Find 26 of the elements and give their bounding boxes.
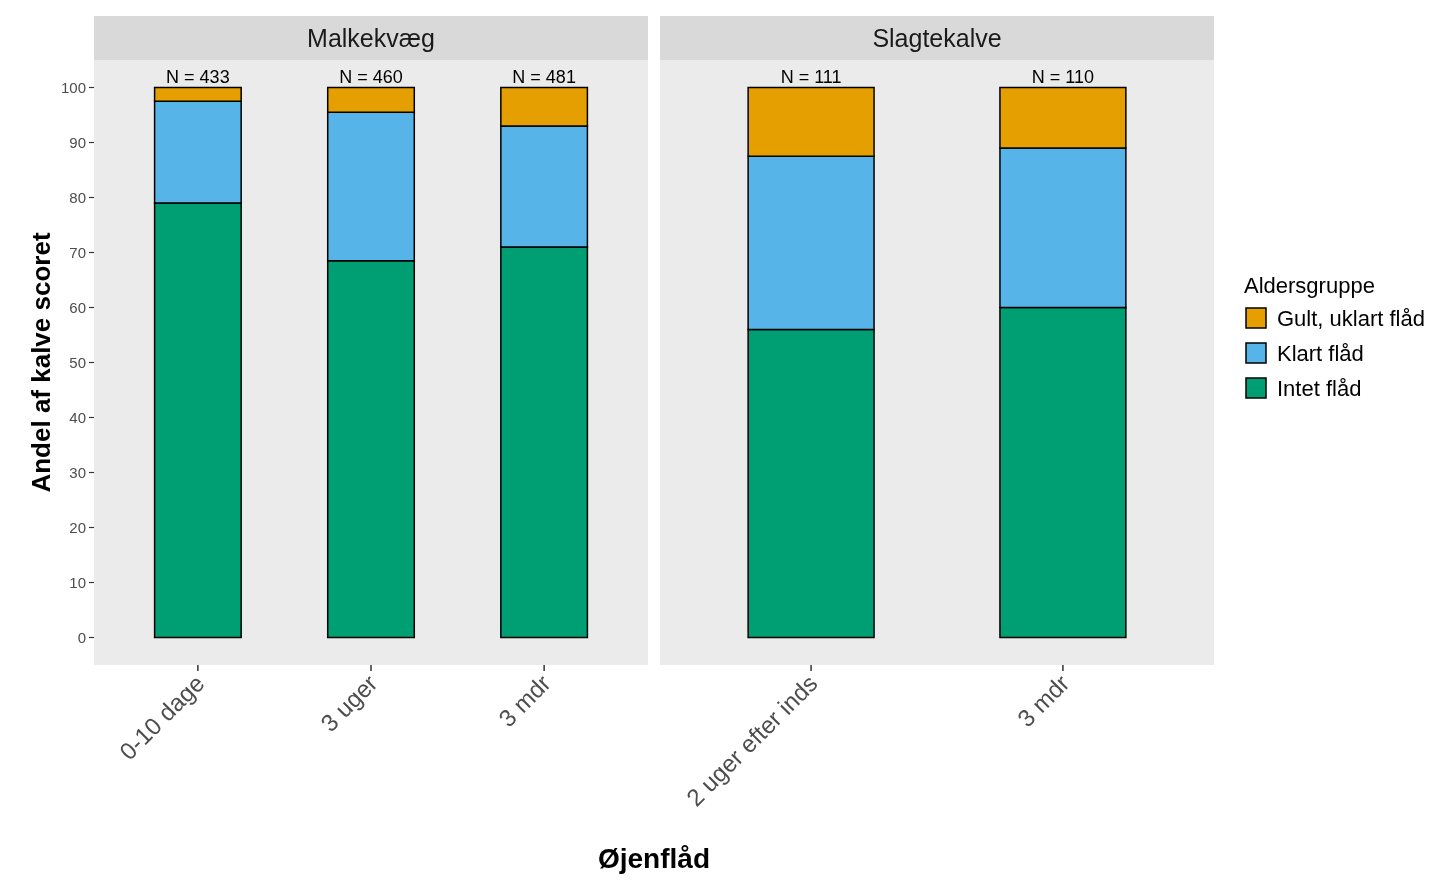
y-tick-label: 20 xyxy=(69,518,86,536)
y-axis-title: Andel af kalve scoret xyxy=(26,232,56,493)
legend-label: Klart flåd xyxy=(1277,341,1364,366)
y-tick-label: 100 xyxy=(60,78,86,96)
x-axis-title: Øjenflåd xyxy=(597,843,711,874)
y-tick-label: 0 xyxy=(77,628,86,646)
y-tick-label: 90 xyxy=(69,133,86,151)
chart-title: Slagtekalve xyxy=(872,24,1002,52)
y-tick-label: 10 xyxy=(69,573,86,591)
y-tick-label: 50 xyxy=(69,353,86,371)
annotation: N = 111 xyxy=(780,66,842,87)
x-tick-label: 3 mdr xyxy=(493,669,556,732)
y-tick-label: 40 xyxy=(69,408,86,426)
y-tick-label: 30 xyxy=(69,463,86,481)
legend-label: Gult, uklart flåd xyxy=(1277,306,1425,331)
x-tick-label: 3 mdr xyxy=(1011,669,1075,732)
annotation: N = 481 xyxy=(512,66,576,87)
y-tick-label: 70 xyxy=(69,243,86,261)
y-tick-label: 80 xyxy=(69,188,86,206)
legend-label: Intet flåd xyxy=(1277,376,1362,401)
annotation: N = 433 xyxy=(166,66,230,87)
y-tick-label: 60 xyxy=(69,298,86,316)
chart-title: Malkekvæg xyxy=(307,24,435,52)
legend-title: Aldersgruppe xyxy=(1244,273,1375,298)
annotation: N = 460 xyxy=(339,66,403,87)
annotation: N = 110 xyxy=(1031,66,1095,87)
